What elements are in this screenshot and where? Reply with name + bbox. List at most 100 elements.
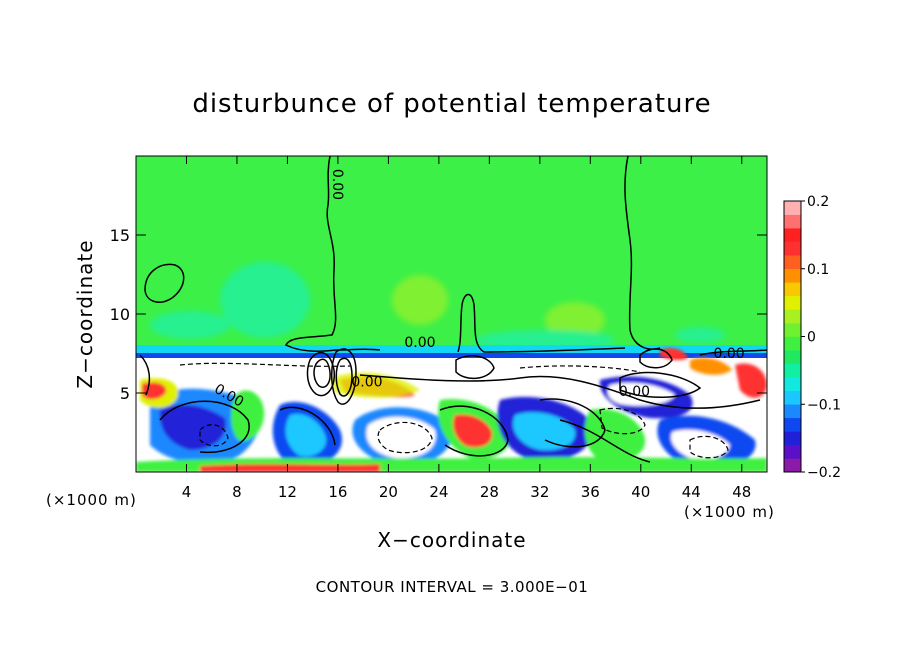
closed-contour <box>313 358 331 388</box>
colorbar-segment <box>784 201 801 215</box>
closed-contour <box>455 355 495 380</box>
x-tick-label: 48 <box>732 483 751 501</box>
orange-eddy <box>690 358 732 375</box>
closed-contour <box>335 357 353 397</box>
x-tick-label: 32 <box>530 483 549 501</box>
y-tick-label: 15 <box>110 226 130 245</box>
x-tick-label: 4 <box>182 483 192 501</box>
green-eddy <box>231 390 265 441</box>
negative-contour <box>199 424 229 447</box>
closed-contour <box>619 371 702 398</box>
colorbar-segment <box>784 350 801 364</box>
x-tick-label: 20 <box>379 483 398 501</box>
colorbar-segment <box>784 363 801 378</box>
red-eddy <box>660 347 688 361</box>
negative-contour <box>377 421 433 454</box>
zero-contour <box>457 293 626 353</box>
x-tick-label: 44 <box>682 483 701 501</box>
colorbar-segment <box>784 417 801 432</box>
upper-green-field <box>136 156 767 356</box>
closed-contour <box>144 263 185 303</box>
cyan-patch <box>150 311 230 339</box>
colorbar-tick-label: 0 <box>807 330 816 346</box>
negative-contour <box>599 407 646 435</box>
dashed-contours <box>179 362 729 459</box>
red-floor <box>200 464 380 472</box>
y-axis-label: Z−coordinate <box>73 239 97 388</box>
contour-label: 0.00 <box>351 375 382 391</box>
negative-contour <box>179 362 351 367</box>
contour <box>159 400 250 454</box>
contour <box>439 405 509 457</box>
contour <box>699 349 767 356</box>
closed-contour <box>306 351 335 397</box>
colorbar-segment <box>784 444 801 459</box>
contour-interval-note: CONTOUR INTERVAL = 3.000E−01 <box>316 578 589 596</box>
plot-area: 0.000.000.000.00 0.000.00 <box>136 156 767 472</box>
zero-contour <box>285 156 381 352</box>
x-axis-label: X−coordinate <box>377 528 526 552</box>
x-tick-label: 12 <box>278 483 297 501</box>
contour-lines <box>139 156 767 463</box>
colorbar-segment <box>784 295 801 310</box>
yellow-patch <box>392 275 448 325</box>
colorbar-segment <box>784 241 801 256</box>
colorbar-segment <box>784 431 801 446</box>
boundary-band-cyan <box>136 345 767 354</box>
colorbar: 0.2 0.1 0 −0.1 −0.2 <box>783 194 841 481</box>
x-tick-label: 28 <box>480 483 499 501</box>
contour <box>559 419 651 463</box>
cyan-eddy <box>512 412 576 451</box>
colorbar-segment <box>784 255 801 270</box>
colorbar-tick-label: 0.1 <box>807 262 829 278</box>
red-eddy <box>735 363 767 398</box>
contour <box>539 398 606 448</box>
colorbar-segment <box>784 322 801 337</box>
colorbar-tick-label: 0.2 <box>807 194 829 210</box>
contour <box>279 406 336 446</box>
chart-title: disturbunce of potential temperature <box>192 89 711 119</box>
colorbar-segment <box>784 458 801 473</box>
cyan-patch <box>220 262 310 338</box>
zero-contour <box>624 156 661 350</box>
contour <box>359 374 761 409</box>
x-unit-left: (×1000 m) <box>46 491 137 509</box>
white-cell <box>670 429 730 460</box>
colorbar-segment <box>784 268 801 283</box>
yellow-patch <box>545 302 605 338</box>
white-cell <box>607 382 675 406</box>
closed-contour <box>331 348 357 405</box>
green-eddy <box>584 408 646 462</box>
y-tick-label: 5 <box>120 384 130 403</box>
colorbar-segment <box>784 309 801 324</box>
contour-label: 0.00 <box>714 346 745 362</box>
contour-label: 0.00 <box>329 169 345 200</box>
x-tick-label: 36 <box>581 483 600 501</box>
closed-contour <box>639 348 673 369</box>
y-tick-label: 10 <box>110 305 130 324</box>
contour <box>139 354 151 396</box>
colorbar-segment <box>784 377 801 391</box>
colorbar-segment <box>784 390 801 405</box>
contour-label: 0.00 <box>619 384 650 400</box>
colorbar-segment <box>784 228 801 242</box>
x-tick-label: 8 <box>232 483 242 501</box>
colorbar-tick-label: −0.1 <box>807 397 841 413</box>
colorbar-segment <box>784 404 801 419</box>
x-tick-label: 24 <box>429 483 448 501</box>
contour-label: 0.00 <box>404 335 435 351</box>
blue-eddy <box>159 404 226 450</box>
x-tick-label: 40 <box>631 483 650 501</box>
colorbar-tick-label: −0.2 <box>807 465 841 481</box>
x-tick-label: 16 <box>328 483 347 501</box>
colorbar-segment <box>784 282 801 297</box>
negative-contour <box>689 435 729 459</box>
x-unit-right: (×1000 m) <box>684 503 775 521</box>
cyan-eddy <box>285 413 327 457</box>
red-eddy <box>453 414 493 448</box>
cyan-patch <box>675 327 725 343</box>
colorbar-segment <box>784 336 801 351</box>
boundary-band-blue <box>136 353 767 358</box>
